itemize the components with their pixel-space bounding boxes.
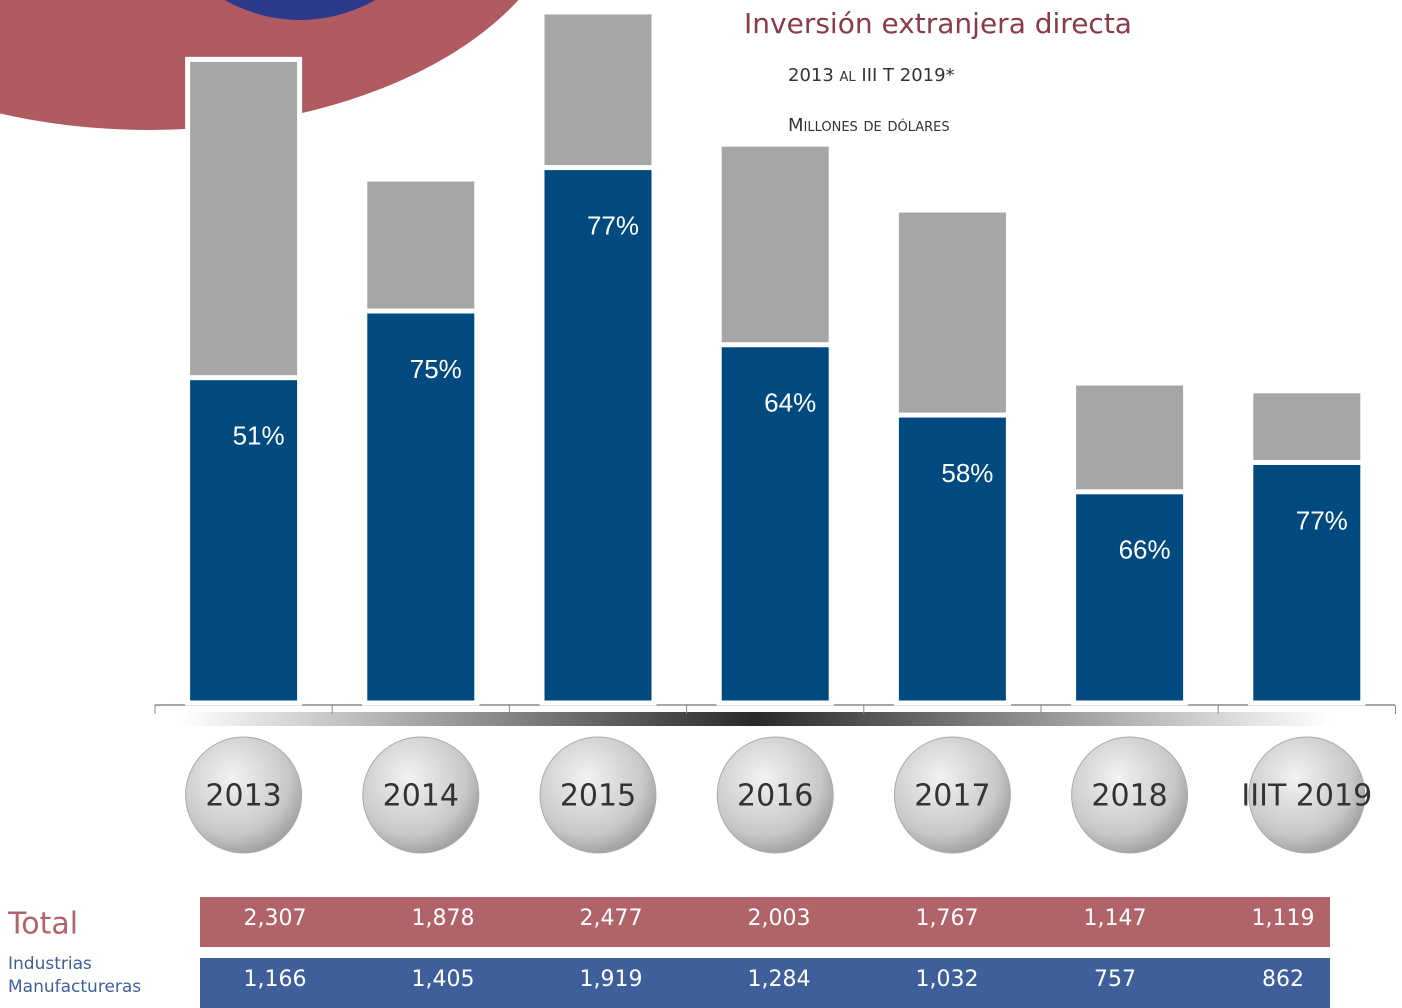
- x-tick-label: 2015: [560, 779, 636, 814]
- subtitle: 2013 al III T 2019*: [788, 65, 955, 86]
- table-value: 757: [1094, 967, 1136, 992]
- chart-title: Inversión extranjera directa: [744, 7, 1132, 40]
- table-value: 862: [1262, 967, 1304, 992]
- x-tick-label: 2018: [1091, 779, 1167, 814]
- x-tick-label: 2013: [205, 779, 281, 814]
- share-label: 58%: [941, 458, 993, 488]
- chart: Inversión extranjera directa 2013 al III…: [0, 0, 1402, 1008]
- legend-label: Industrias Manufactureras: [8, 953, 158, 999]
- share-label: 77%: [587, 210, 639, 240]
- unit-label: Millones de dólares: [788, 115, 950, 136]
- x-tick-label: 2016: [737, 779, 813, 814]
- table-value: 2,003: [748, 906, 811, 931]
- share-label: 51%: [233, 421, 285, 451]
- x-tick-label: 2017: [914, 779, 990, 814]
- table-value: 1,405: [412, 967, 475, 992]
- bar: [1251, 463, 1363, 703]
- table-value: 1,166: [244, 967, 307, 992]
- legend-box: Industrias Manufactureras: [8, 953, 188, 1008]
- share-label: 77%: [1296, 505, 1348, 535]
- share-label: 64%: [764, 388, 816, 418]
- share-label: 75%: [410, 354, 462, 384]
- share-label: 66%: [1119, 535, 1171, 565]
- table-value: 1,878: [412, 906, 475, 931]
- table-value: 1,767: [916, 906, 979, 931]
- table-value: 1,147: [1084, 906, 1147, 931]
- x-tick-label: IIIT 2019: [1241, 779, 1372, 814]
- bar: [1074, 492, 1186, 703]
- table-value: 1,919: [580, 967, 643, 992]
- legend-label: Total: [7, 907, 78, 942]
- table-value: 1,032: [916, 967, 979, 992]
- table-value: 2,307: [244, 906, 307, 931]
- table-value: 1,119: [1252, 906, 1315, 931]
- x-tick-label: 2014: [383, 779, 459, 814]
- bar: [542, 168, 654, 703]
- table-value: 1,284: [748, 967, 811, 992]
- table-value: 2,477: [580, 906, 643, 931]
